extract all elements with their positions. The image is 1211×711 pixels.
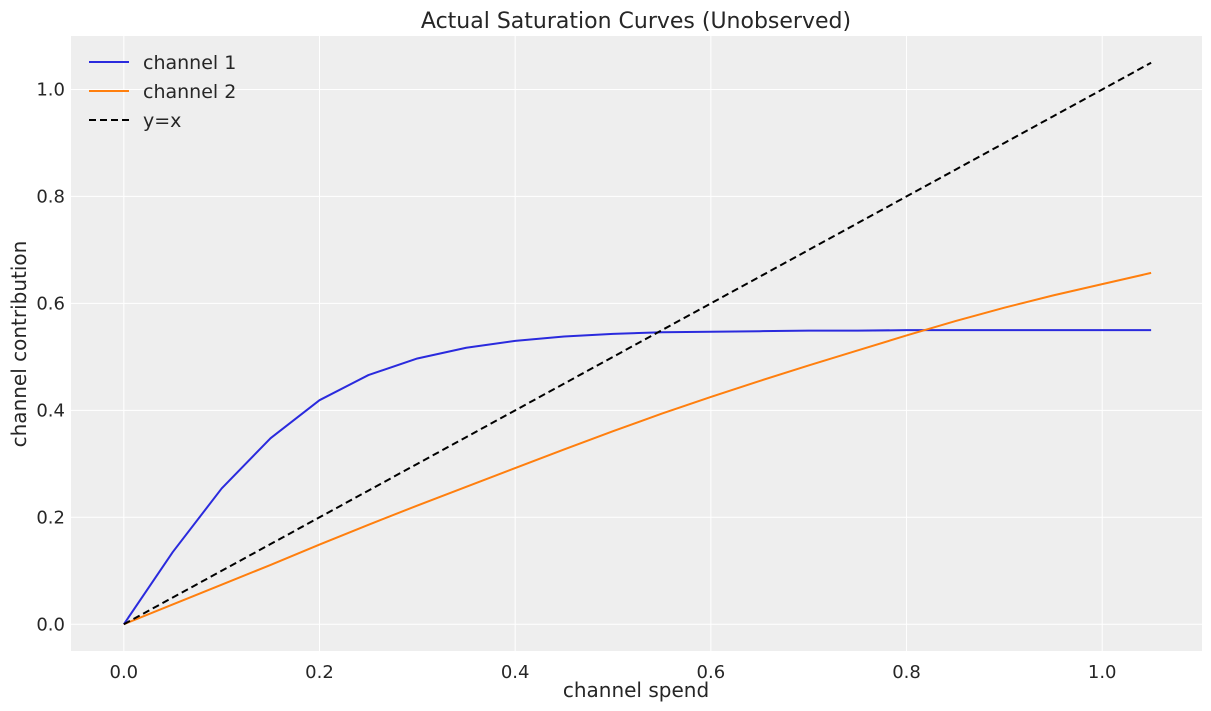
y-axis-label: channel contribution [7,241,31,448]
legend-label-3: y=x [143,110,181,132]
x-tick-label: 0.6 [697,662,726,683]
series-layer [123,61,1152,626]
series-line-2 [123,271,1152,626]
x-tick-label: 0.4 [501,662,530,683]
x-tick-label: 0.2 [305,662,334,683]
y-tick-label: 0.4 [36,400,65,421]
grid [71,36,1202,651]
x-tick-label: 1.0 [1088,662,1117,683]
series-line-3 [123,61,1152,626]
x-tick-label: 0.0 [110,662,139,683]
y-tick-label: 0.6 [36,293,65,314]
legend-label-1: channel 1 [143,52,236,74]
y-tick-labels: 0.0 0.2 0.4 0.6 0.8 1.0 [36,79,65,635]
chart-title: Actual Saturation Curves (Unobserved) [421,9,851,34]
series-line-1 [123,329,1152,625]
y-tick-label: 0.2 [36,507,65,528]
y-tick-label: 0.0 [36,614,65,635]
x-tick-labels: 0.0 0.2 0.4 0.6 0.8 1.0 [110,662,1117,683]
legend: channel 1 channel 2 y=x [89,52,236,132]
x-tick-label: 0.8 [892,662,921,683]
x-axis-label: channel spend [563,678,709,702]
y-tick-label: 1.0 [36,79,65,100]
y-tick-label: 0.8 [36,186,65,207]
legend-label-2: channel 2 [143,81,236,103]
